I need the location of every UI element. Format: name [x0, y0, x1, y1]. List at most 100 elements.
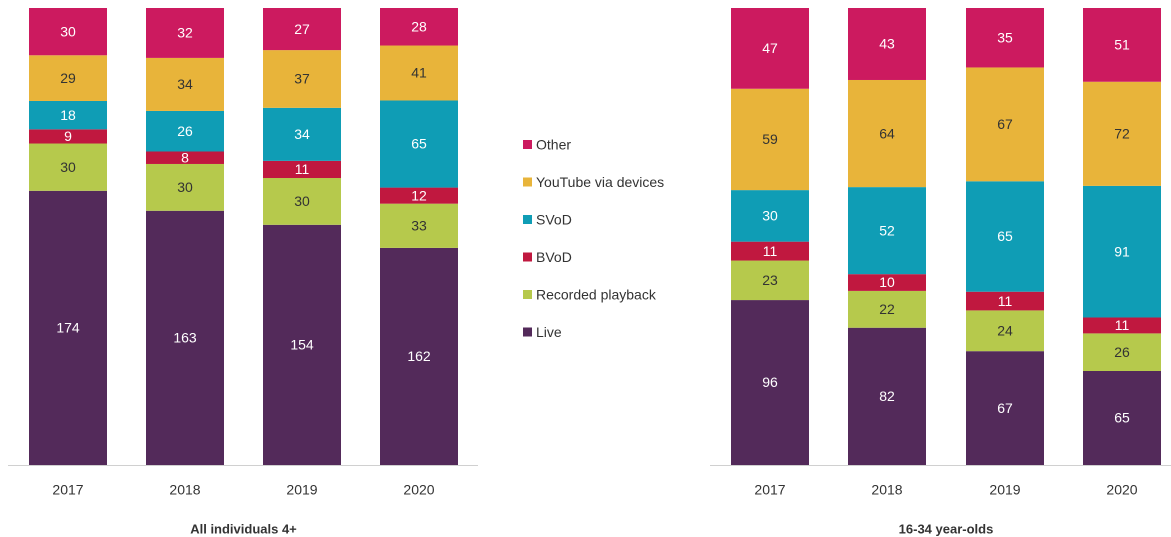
data-label: 34: [177, 76, 193, 92]
bar-segment: [29, 129, 107, 144]
data-label: 32: [177, 25, 193, 41]
data-label: 51: [1114, 37, 1130, 53]
data-label: 34: [294, 126, 310, 142]
data-label: 43: [879, 36, 895, 52]
data-label: 22: [879, 301, 895, 317]
data-label: 52: [879, 222, 895, 238]
bar-segment: [1083, 370, 1161, 465]
data-label: 91: [1114, 243, 1130, 259]
bar-segment: [848, 327, 926, 465]
data-label: 33: [411, 217, 427, 233]
data-label: 10: [879, 274, 895, 290]
legend-swatch: [523, 252, 532, 262]
bar-segment: [380, 8, 458, 46]
data-label: 65: [411, 136, 427, 152]
data-label: 64: [879, 125, 895, 141]
bar-segment: [731, 300, 809, 465]
bar-segment: [848, 274, 926, 291]
data-label: 12: [411, 187, 427, 203]
bar-segment: [29, 100, 107, 130]
bar-segment: [380, 247, 458, 465]
bar-segment: [380, 187, 458, 204]
legend-swatch: [523, 215, 532, 224]
bar-segment: [966, 181, 1044, 292]
bar-segment: [263, 50, 341, 108]
bar-segment: [731, 8, 809, 89]
legend-label: Recorded playback: [536, 287, 657, 303]
legend-label: Live: [536, 324, 562, 340]
data-label: 8: [181, 149, 189, 165]
legend-swatch: [523, 140, 532, 149]
bar-segment: [146, 151, 224, 164]
data-label: 24: [997, 322, 1013, 338]
bar-segment: [848, 187, 926, 275]
legend-swatch: [523, 327, 532, 337]
bar-segment: [1083, 8, 1161, 82]
data-label: 30: [60, 23, 76, 39]
bar-segment: [848, 8, 926, 80]
bar-segment: [1083, 317, 1161, 334]
data-label: 174: [56, 320, 80, 336]
data-label: 65: [1114, 410, 1130, 426]
x-tick-label: 2020: [1106, 482, 1137, 498]
bar-segment: [731, 260, 809, 301]
data-label: 29: [60, 70, 76, 86]
data-label: 23: [762, 272, 778, 288]
data-label: 41: [411, 65, 427, 81]
data-label: 162: [407, 348, 431, 364]
bar-segment: [380, 100, 458, 188]
bar-segment: [1083, 333, 1161, 371]
bar-segment: [848, 79, 926, 188]
data-label: 26: [177, 123, 193, 139]
bar-segment: [731, 88, 809, 191]
legend-label: YouTube via devices: [536, 174, 664, 190]
bar-segment: [146, 110, 224, 152]
bar-segment: [146, 163, 224, 211]
data-label: 28: [411, 18, 427, 34]
bar-segment: [731, 190, 809, 242]
bar-segment: [848, 290, 926, 328]
bar-segment: [263, 178, 341, 225]
bar-segment: [146, 8, 224, 58]
bar-segment: [966, 67, 1044, 182]
data-label: 37: [294, 71, 310, 87]
data-label: 11: [763, 243, 778, 259]
legend-label: Other: [536, 137, 571, 153]
bar-segment: [966, 291, 1044, 311]
bar-segment: [29, 143, 107, 191]
x-tick-label: 2020: [403, 482, 434, 498]
data-label: 65: [997, 228, 1013, 244]
legend-swatch: [523, 177, 532, 187]
x-tick-label: 2019: [989, 482, 1020, 498]
bar-segment: [966, 351, 1044, 465]
bar-segment: [966, 310, 1044, 352]
data-label: 9: [64, 128, 72, 144]
data-label: 26: [1114, 344, 1130, 360]
bar-segment: [1083, 81, 1161, 186]
bar-segment: [380, 45, 458, 101]
data-label: 35: [997, 29, 1013, 45]
x-tick-label: 2018: [169, 482, 200, 498]
data-label: 30: [60, 159, 76, 175]
bar-segment: [29, 8, 107, 56]
data-label: 47: [762, 40, 778, 56]
x-tick-label: 2017: [52, 482, 83, 498]
bar-segment: [263, 107, 341, 161]
x-tick-label: 2018: [871, 482, 902, 498]
bar-segment: [731, 241, 809, 261]
data-label: 18: [60, 107, 76, 123]
bar-segment: [1083, 185, 1161, 318]
x-tick-label: 2019: [286, 482, 317, 498]
data-label: 11: [1115, 317, 1130, 333]
data-label: 11: [295, 161, 310, 177]
data-label: 72: [1114, 126, 1130, 142]
legend-label: SVoD: [536, 212, 572, 228]
data-label: 96: [762, 374, 778, 390]
data-label: 67: [997, 400, 1013, 416]
data-label: 11: [998, 293, 1013, 309]
bar-segment: [29, 55, 107, 101]
data-label: 30: [177, 179, 193, 195]
data-label: 30: [762, 208, 778, 224]
bar-segment: [380, 203, 458, 248]
